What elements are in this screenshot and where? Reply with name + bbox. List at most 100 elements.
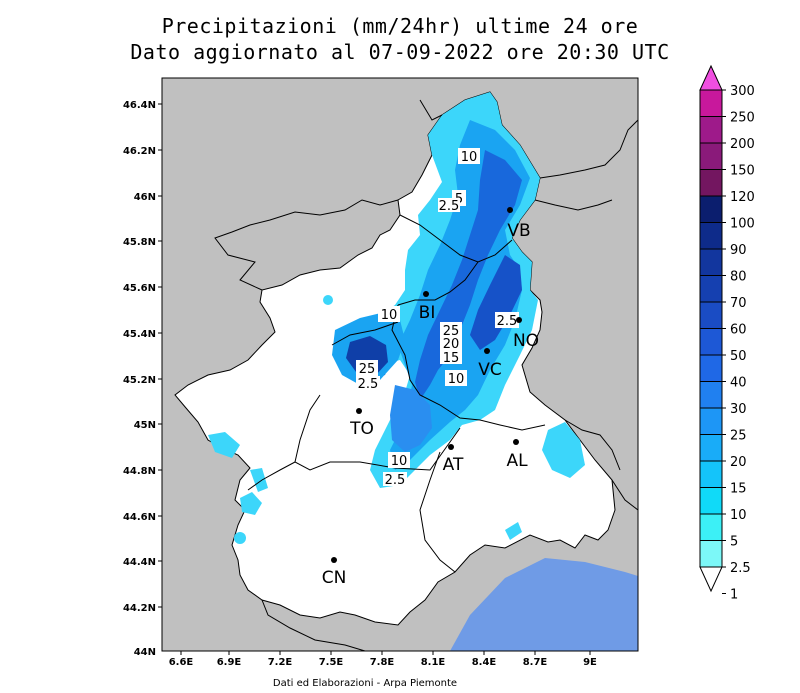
legend-swatch xyxy=(699,381,723,409)
contour-label: 10 xyxy=(448,372,465,387)
y-axis: 46.4N 46.2N 46N 45.8N 45.6N 45.4N 45.2N … xyxy=(123,100,156,658)
city-label: TO xyxy=(349,419,374,439)
legend-label: 60 xyxy=(730,323,747,338)
x-axis-ticks xyxy=(180,651,591,655)
contour-labels: 10 5 2.5 10 25 20 15 10 2.5 25 2.5 10 2.… xyxy=(356,148,519,488)
legend-label: 10 xyxy=(730,508,747,523)
y-tick-label: 44N xyxy=(134,647,156,658)
x-tick-label: 6.9E xyxy=(217,657,242,668)
y-tick-label: 44.8N xyxy=(123,466,156,477)
legend-swatch xyxy=(699,540,723,568)
contour-label: 2.5 xyxy=(385,473,406,488)
contour-label: 10 xyxy=(391,454,408,469)
legend-swatch xyxy=(699,460,723,488)
y-tick-label: 45.4N xyxy=(123,329,156,340)
x-tick-label: 7.8E xyxy=(370,657,395,668)
city-label: BI xyxy=(419,303,436,323)
legend-swatch xyxy=(699,275,723,303)
x-tick-label: 9E xyxy=(583,657,597,668)
rain-area-east xyxy=(542,422,585,478)
rain-area-sw xyxy=(240,492,262,515)
y-tick-label: 44.4N xyxy=(123,557,156,568)
legend-label: 30 xyxy=(730,402,747,417)
city-label: CN xyxy=(322,568,347,588)
city-marker xyxy=(513,439,519,445)
legend-swatch xyxy=(699,487,723,515)
legend-label: 2.5 xyxy=(730,561,751,576)
city-label: VC xyxy=(478,360,502,380)
legend-swatch xyxy=(699,222,723,250)
contour-label: 2.5 xyxy=(439,199,460,214)
map-title-line-1: Precipitazioni (mm/24hr) ultime 24 ore xyxy=(161,14,639,38)
sea-area xyxy=(450,558,638,651)
y-axis-ticks xyxy=(158,103,162,608)
legend-label: 15 xyxy=(730,482,747,497)
legend-label: 5 xyxy=(730,535,738,550)
rain-area-south xyxy=(505,522,522,540)
x-tick-label: 7.2E xyxy=(268,657,293,668)
y-tick-label: 46.4N xyxy=(123,100,156,111)
legend-label: 80 xyxy=(730,270,747,285)
legend-swatch xyxy=(699,301,723,329)
contour-label: 2.5 xyxy=(497,314,518,329)
legend-label: 200 xyxy=(730,137,755,152)
rain-area-heavy-2 xyxy=(470,255,522,350)
contour-label: 25 xyxy=(443,324,460,339)
y-tick-label: 44.6N xyxy=(123,512,156,523)
city-marker xyxy=(356,408,362,414)
city-marker xyxy=(516,317,522,323)
y-tick-label: 45N xyxy=(134,420,156,431)
legend-swatch xyxy=(699,248,723,276)
legend-label: 40 xyxy=(730,376,747,391)
legend-label: 300 xyxy=(730,84,755,99)
city-label: NO xyxy=(513,331,539,351)
x-tick-label: 7.5E xyxy=(319,657,344,668)
legend-label: 1 xyxy=(730,588,738,603)
legend-swatch xyxy=(699,116,723,144)
legend-swatch xyxy=(699,89,723,117)
legend-label: 70 xyxy=(730,296,747,311)
legend-arrow-bottom xyxy=(699,566,723,593)
contour-label: 25 xyxy=(359,362,376,377)
city-marker xyxy=(423,291,429,297)
map-frame xyxy=(161,77,639,652)
rain-area-west xyxy=(208,432,240,458)
legend-arrow-top xyxy=(699,64,723,91)
city-marker xyxy=(507,207,513,213)
city-marker xyxy=(448,444,454,450)
y-tick-label: 46N xyxy=(134,192,156,203)
legend-label: 120 xyxy=(730,190,755,205)
legend-swatch xyxy=(699,328,723,356)
city-marker xyxy=(484,348,490,354)
legend: 3002502001501201009080706050403025201510… xyxy=(699,64,755,603)
x-tick-label: 8.4E xyxy=(472,657,497,668)
legend-swatch xyxy=(699,407,723,435)
rain-area-sw-2 xyxy=(250,468,268,492)
legend-label: 25 xyxy=(730,429,747,444)
legend-swatch xyxy=(699,195,723,223)
province-boundaries xyxy=(247,214,546,573)
x-tick-label: 8.1E xyxy=(421,657,446,668)
contour-label: 15 xyxy=(443,351,460,366)
x-tick-label: 8.7E xyxy=(523,657,548,668)
city-label: VB xyxy=(507,221,530,241)
legend-label: 90 xyxy=(730,243,747,258)
cities: VB BI NO VC TO AT AL CN xyxy=(322,207,539,588)
legend-label: 20 xyxy=(730,455,747,470)
contour-label: 10 xyxy=(381,308,398,323)
legend-label: 50 xyxy=(730,349,747,364)
y-tick-label: 45.6N xyxy=(123,283,156,294)
legend-swatch xyxy=(699,434,723,462)
credit-line: Dati ed Elaborazioni - Arpa Piemonte xyxy=(272,678,458,689)
contour-label: 2.5 xyxy=(358,377,379,392)
legend-labels: 3002502001501201009080706050403025201510… xyxy=(722,84,755,603)
contour-label: 20 xyxy=(443,337,460,352)
legend-swatch xyxy=(699,354,723,382)
legend-label: 250 xyxy=(730,111,755,126)
x-tick-label: 6.6E xyxy=(169,657,194,668)
rain-area-dot-2 xyxy=(323,295,333,305)
y-tick-label: 46.2N xyxy=(123,146,156,157)
rain-area-dot-1 xyxy=(234,532,246,544)
map-title-line-2: Dato aggiornato al 07-09-2022 ore 20:30 … xyxy=(130,40,670,64)
